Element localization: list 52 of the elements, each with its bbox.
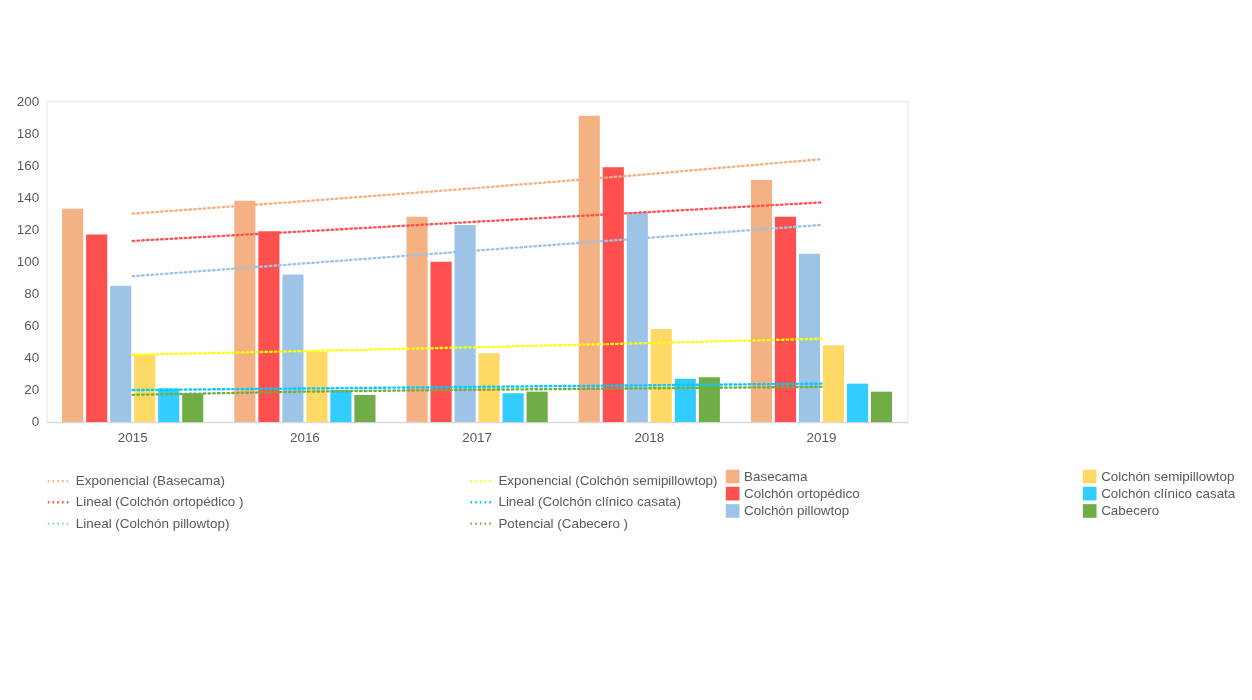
bar <box>846 383 869 423</box>
bar <box>62 208 84 423</box>
bar <box>110 285 132 423</box>
bar <box>86 234 108 423</box>
bar <box>478 353 500 423</box>
x-tick-label: 2018 <box>634 430 665 446</box>
y-tick-label: 0 <box>31 414 40 430</box>
line-series <box>131 382 823 392</box>
x-tick-label: 2017 <box>462 430 493 446</box>
y-tick-label: 80 <box>24 286 40 302</box>
bar <box>354 394 376 423</box>
y-tick-label: 20 <box>24 382 40 398</box>
y-tick-label: 100 <box>16 254 40 270</box>
bar <box>822 345 845 423</box>
line-series <box>131 337 823 356</box>
y-tick-label: 120 <box>16 222 40 238</box>
bar <box>674 378 696 423</box>
legend-label: Lineal (Colchón pillowtop) <box>75 515 230 531</box>
bar <box>406 216 428 423</box>
bar <box>526 391 548 423</box>
y-tick-label: 200 <box>16 93 40 109</box>
bar <box>282 274 304 423</box>
y-tick-label: 160 <box>16 157 40 173</box>
legend-label: Potencial (Cabecero ) <box>498 515 629 531</box>
y-tick-label: 60 <box>24 318 40 334</box>
bar <box>798 253 821 423</box>
legend-label: Exponencial (Basecama) <box>75 473 225 489</box>
y-tick-label: 40 <box>24 350 40 366</box>
bar <box>430 261 452 423</box>
bar <box>330 390 352 423</box>
bar <box>134 354 156 423</box>
bar <box>774 216 797 423</box>
bar <box>870 391 893 423</box>
bar <box>306 351 328 423</box>
bar <box>502 393 524 423</box>
legend-label: Basecama <box>744 468 808 484</box>
legend-label: Colchón pillowtop <box>744 502 850 518</box>
y-tick-label: 140 <box>16 189 40 205</box>
legend-label: Colchón semipillowtop <box>1101 468 1235 484</box>
bar <box>750 179 773 423</box>
y-tick-label: 180 <box>16 125 40 141</box>
x-tick-label: 2019 <box>806 430 837 446</box>
x-tick-label: 2016 <box>289 430 320 446</box>
legend-label: Lineal (Colchón clínico casata) <box>498 494 682 510</box>
x-tick-label: 2015 <box>117 430 148 446</box>
legend-label: Lineal (Colchón ortopédico ) <box>75 494 244 510</box>
legend-label: Cabecero <box>1101 502 1160 518</box>
bar <box>158 388 180 423</box>
bar <box>650 329 672 423</box>
legend-label: Colchón clínico casata <box>1101 485 1236 501</box>
legend-label: Colchón ortopédico <box>744 485 860 501</box>
legend-label: Exponencial (Colchón semipillowtop) <box>498 473 718 489</box>
